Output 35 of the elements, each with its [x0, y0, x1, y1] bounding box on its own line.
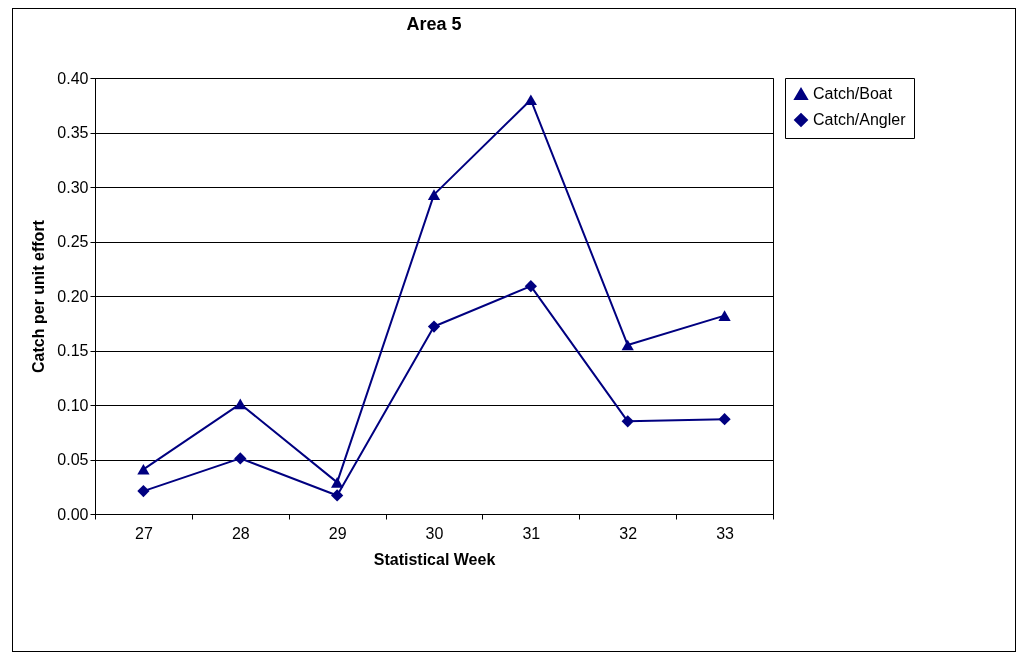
point — [718, 413, 731, 426]
point — [718, 310, 731, 321]
y-tick-label: 0.05 — [57, 451, 89, 468]
point — [137, 484, 150, 498]
x-tick-label: 30 — [425, 524, 444, 542]
x-tick-label: 32 — [619, 524, 638, 542]
y-axis-title: Catch per unit effort — [30, 219, 48, 373]
point — [524, 280, 537, 293]
legend-label: Catch/Angler — [813, 111, 907, 128]
x-tick-label: 33 — [716, 524, 735, 542]
chart-title: Area 5 — [406, 14, 462, 34]
point — [621, 339, 634, 351]
x-tick-label: 27 — [135, 524, 153, 542]
y-tick-label: 0.35 — [57, 124, 89, 141]
point — [427, 189, 441, 200]
y-tick-label: 0.00 — [57, 505, 89, 523]
point — [331, 489, 344, 502]
point — [137, 464, 150, 475]
point — [234, 398, 247, 410]
x-tick-label: 31 — [522, 524, 541, 542]
y-tick-label: 0.40 — [57, 69, 89, 87]
point — [331, 477, 344, 488]
y-tick-label: 0.15 — [57, 342, 89, 359]
point — [621, 415, 634, 428]
y-tick-label: 0.20 — [57, 287, 89, 305]
point — [524, 94, 537, 106]
point — [234, 452, 247, 465]
y-tick-label: 0.10 — [57, 396, 89, 414]
x-tick-label: 28 — [231, 524, 250, 542]
point — [427, 320, 441, 333]
y-tick-label: 0.30 — [57, 178, 89, 196]
legend-label: Catch/Boat — [813, 85, 893, 102]
x-tick-label: 29 — [328, 524, 347, 542]
x-axis-title: Statistical Week — [373, 550, 496, 568]
y-tick-label: 0.25 — [57, 233, 89, 250]
